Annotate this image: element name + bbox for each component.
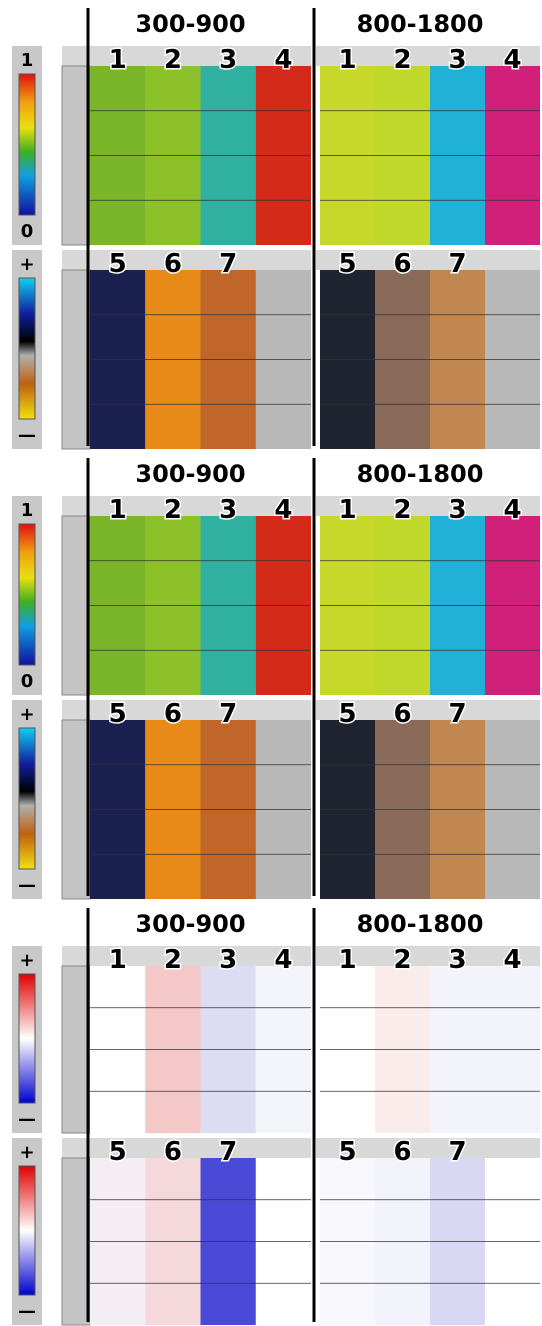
colorbar-top: 1 xyxy=(21,500,34,521)
track-number: 2 xyxy=(164,945,182,975)
colorbar xyxy=(19,278,35,419)
track-number: 3 xyxy=(448,495,466,525)
track-number: 6 xyxy=(164,249,182,279)
range-label: 800-1800 xyxy=(357,460,484,488)
track-number: 3 xyxy=(448,945,466,975)
colorbar-bottom: — xyxy=(18,875,36,896)
track-number: 7 xyxy=(219,1137,237,1167)
track-number: 6 xyxy=(393,249,411,279)
track-number: 1 xyxy=(338,495,356,525)
track-number: 7 xyxy=(219,249,237,279)
track-number: 5 xyxy=(338,1137,356,1167)
track-number: 5 xyxy=(109,699,127,729)
colorbar-bottom: — xyxy=(18,1109,36,1130)
range-label: 300-900 xyxy=(135,10,245,38)
track-number: 4 xyxy=(503,495,521,525)
track-number: 2 xyxy=(164,495,182,525)
track-number: 7 xyxy=(448,249,466,279)
track-number: 6 xyxy=(393,1137,411,1167)
colorbar-bottom: 0 xyxy=(21,671,34,692)
track-number: 5 xyxy=(109,1137,127,1167)
track-number: 4 xyxy=(274,45,292,75)
track-number: 3 xyxy=(219,945,237,975)
colorbar-top: + xyxy=(19,254,34,275)
track-number: 4 xyxy=(274,495,292,525)
track-number: 1 xyxy=(109,945,127,975)
track-number: 2 xyxy=(393,45,411,75)
track-number: 1 xyxy=(109,45,127,75)
colorbar-top: + xyxy=(19,1142,34,1163)
depth-axis xyxy=(62,966,90,1133)
colorbar-top: 1 xyxy=(21,50,34,71)
track-number: 4 xyxy=(503,45,521,75)
panel-header xyxy=(62,250,311,270)
track-number: 1 xyxy=(338,945,356,975)
track-number: 6 xyxy=(164,699,182,729)
depth-axis xyxy=(62,66,90,245)
range-label: 800-1800 xyxy=(357,10,484,38)
range-label: 800-1800 xyxy=(357,910,484,938)
track-number: 2 xyxy=(393,495,411,525)
track-number: 3 xyxy=(448,45,466,75)
panel-header xyxy=(62,1138,311,1158)
track-number: 5 xyxy=(338,249,356,279)
track-number: 4 xyxy=(274,945,292,975)
colorbar xyxy=(19,74,35,215)
colorbar-bottom: — xyxy=(18,425,36,446)
track-number: 7 xyxy=(448,1137,466,1167)
track-number: 3 xyxy=(219,495,237,525)
colorbar-top: + xyxy=(19,950,34,971)
track-number: 7 xyxy=(219,699,237,729)
range-label: 300-900 xyxy=(135,910,245,938)
track-number: 5 xyxy=(109,249,127,279)
colorbar xyxy=(19,524,35,665)
colorbar-bottom: 0 xyxy=(21,221,34,242)
track-number: 5 xyxy=(338,699,356,729)
track-number: 4 xyxy=(503,945,521,975)
colorbar xyxy=(19,1166,35,1295)
track-number: 3 xyxy=(219,45,237,75)
figure: 300-900800-18001012341234+—567567300-900… xyxy=(0,0,542,1326)
colorbar-top: + xyxy=(19,704,34,725)
track-number: 2 xyxy=(393,945,411,975)
track-number: 1 xyxy=(109,495,127,525)
colorbar xyxy=(19,974,35,1103)
track-number: 1 xyxy=(338,45,356,75)
track-number: 2 xyxy=(164,45,182,75)
colorbar-bottom: — xyxy=(18,1301,36,1322)
track-number: 6 xyxy=(393,699,411,729)
depth-axis xyxy=(62,270,90,449)
depth-axis xyxy=(62,516,90,695)
colorbar xyxy=(19,728,35,869)
depth-axis xyxy=(62,720,90,899)
range-label: 300-900 xyxy=(135,460,245,488)
track-number: 7 xyxy=(448,699,466,729)
depth-axis xyxy=(62,1158,90,1325)
track-number: 6 xyxy=(164,1137,182,1167)
panel-header xyxy=(62,700,311,720)
